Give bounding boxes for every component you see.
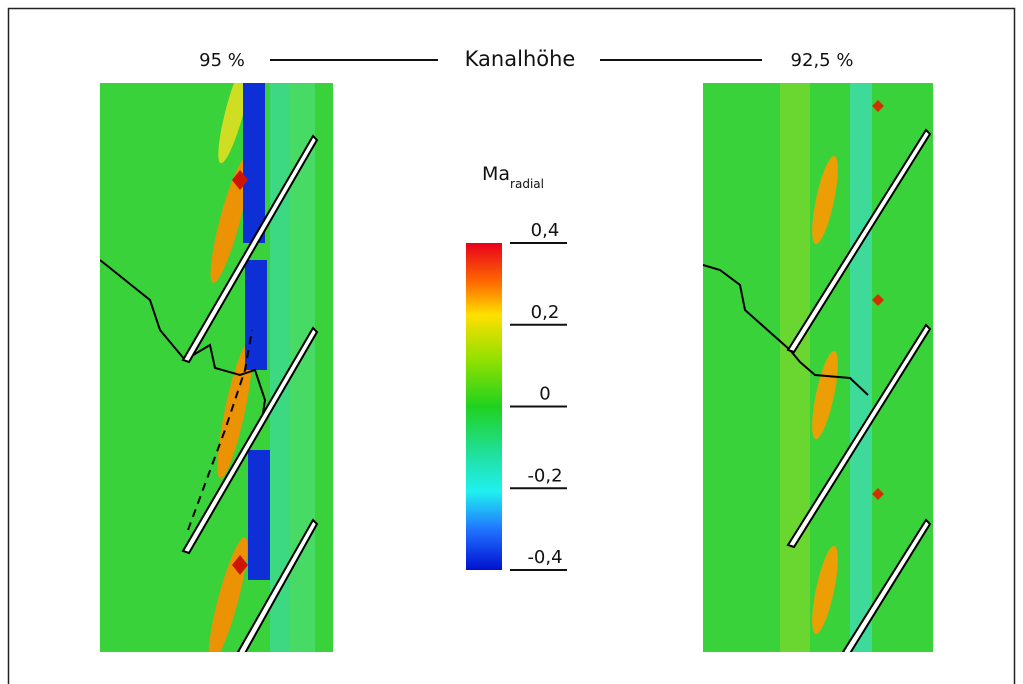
colorbar-scale xyxy=(466,243,502,570)
left-field xyxy=(100,83,333,652)
colorbar-tick-label: 0,4 xyxy=(531,220,560,241)
colorbar-title-main: Ma xyxy=(482,163,510,185)
colorbar-title: Maradial xyxy=(482,163,544,191)
header: 95 % Kanalhöhe 92,5 % xyxy=(199,47,853,71)
left-label: 95 % xyxy=(199,50,245,71)
title: Kanalhöhe xyxy=(465,47,576,71)
frame xyxy=(7,7,1016,684)
right-label: 92,5 % xyxy=(791,50,854,71)
colorbar-tick-label: 0,2 xyxy=(531,302,560,323)
colorbar-tick-label: -0,2 xyxy=(527,465,562,486)
colorbar-tick-label: 0 xyxy=(539,384,550,405)
colorbar-tick-label: -0,4 xyxy=(527,547,562,568)
right-field xyxy=(703,83,933,652)
colorbar-subscript: radial xyxy=(510,177,544,191)
colorbar: Maradial xyxy=(466,163,544,570)
